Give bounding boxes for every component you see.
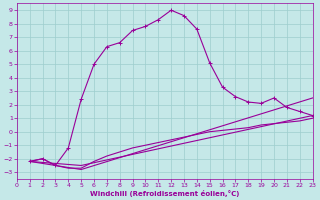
X-axis label: Windchill (Refroidissement éolien,°C): Windchill (Refroidissement éolien,°C) xyxy=(90,190,239,197)
